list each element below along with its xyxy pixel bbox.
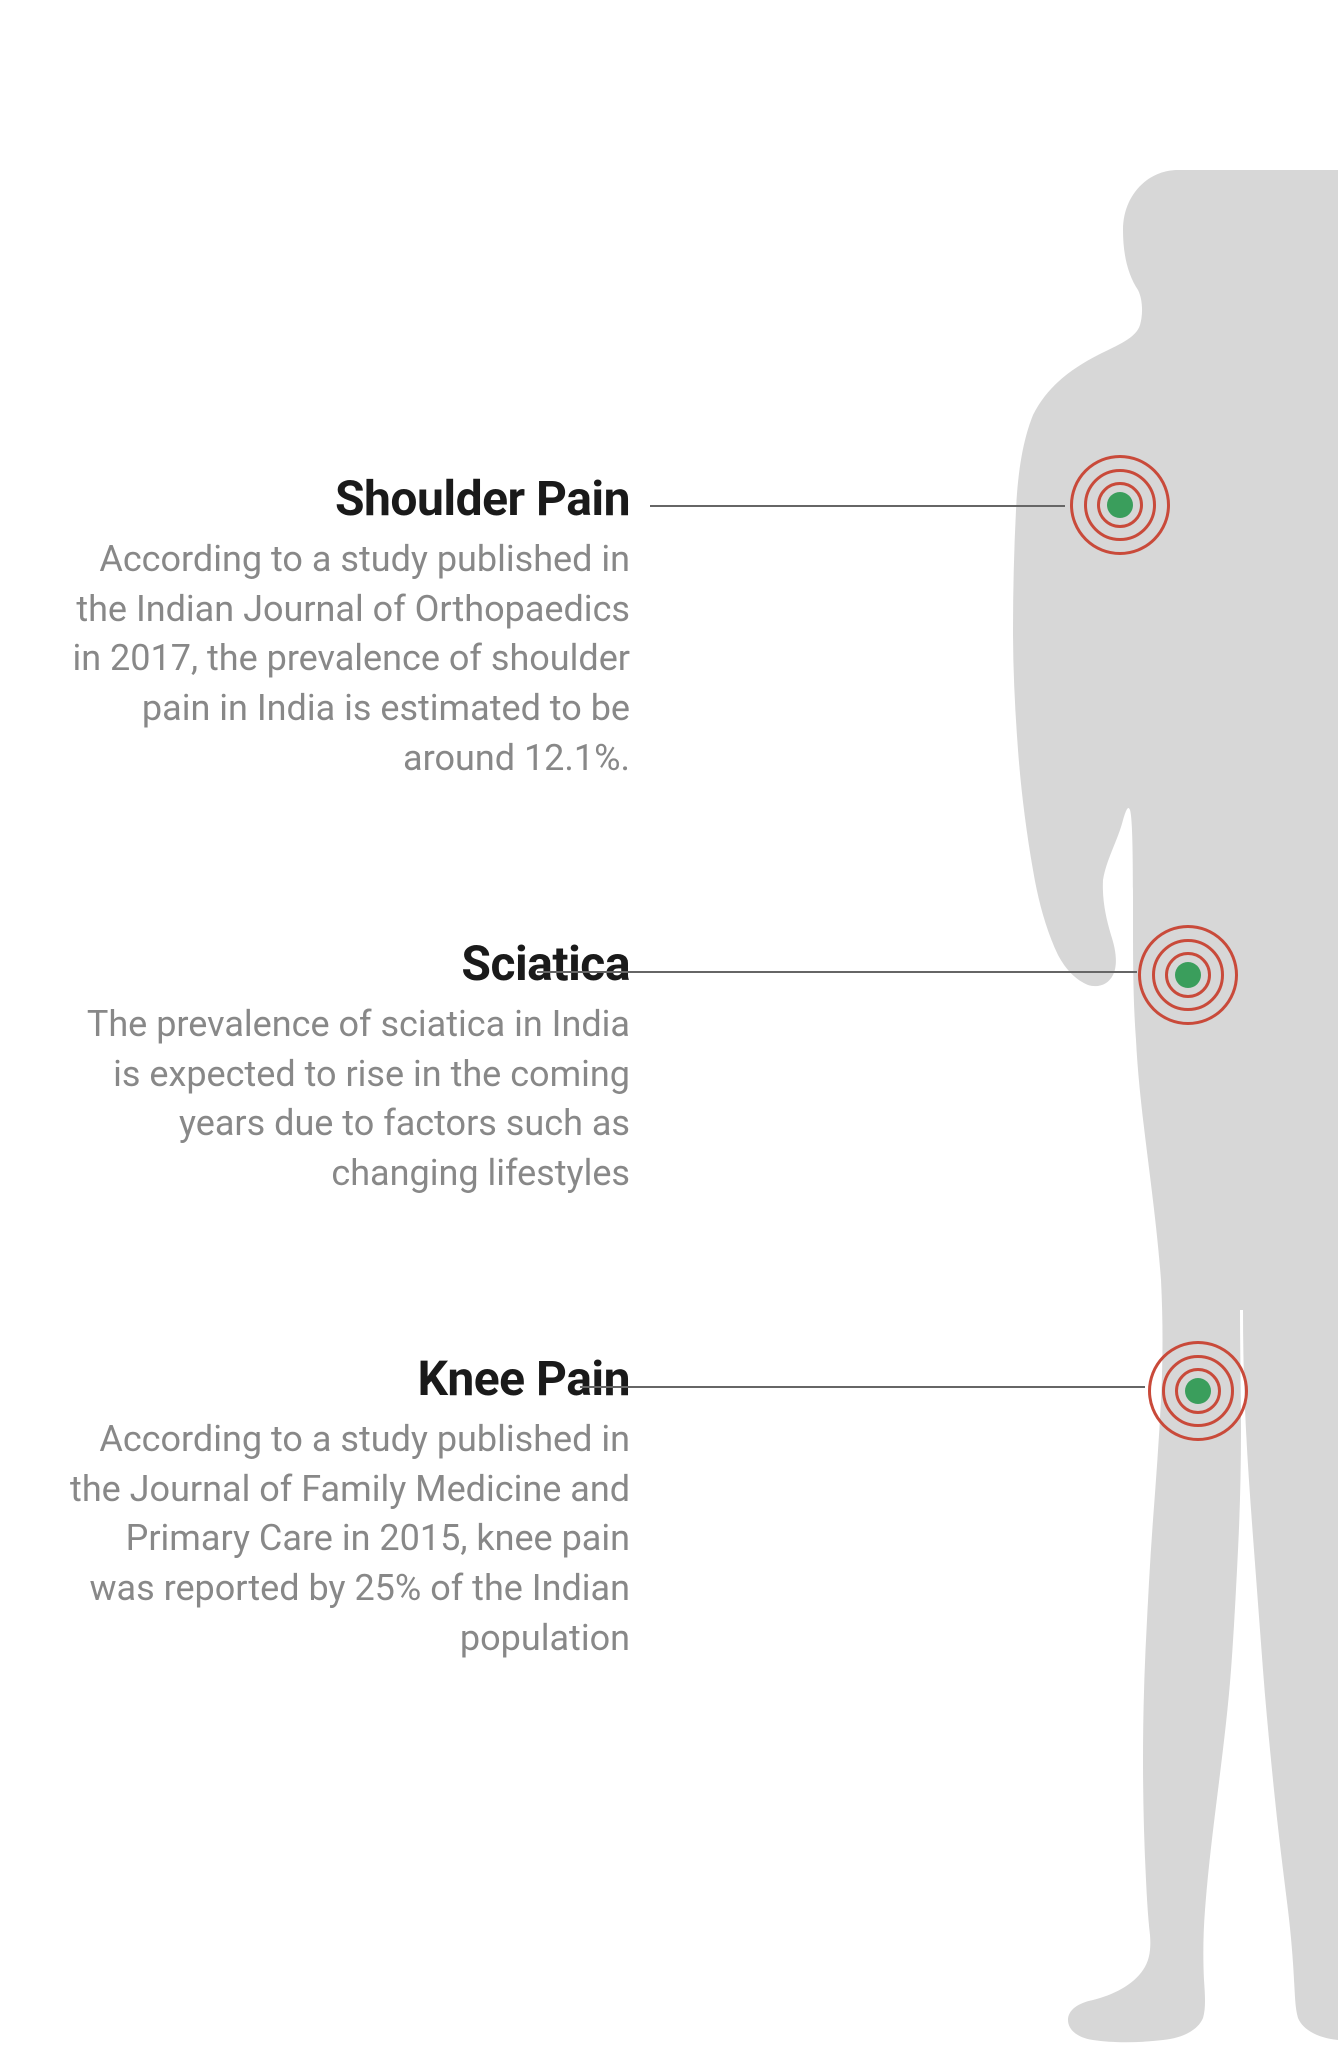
sciatica-description: The prevalence of sciatica in India is e…	[70, 1000, 630, 1199]
shoulder-pain-description: According to a study published in the In…	[70, 535, 630, 783]
shoulder-connector-line	[650, 505, 1065, 507]
sciatica-block: Sciatica The prevalence of sciatica in I…	[70, 935, 630, 1199]
shoulder-pain-marker	[1070, 455, 1170, 555]
knee-pain-marker	[1148, 1341, 1248, 1441]
shoulder-pain-block: Shoulder Pain According to a study publi…	[70, 470, 630, 783]
sciatica-pain-marker	[1138, 925, 1238, 1025]
knee-pain-title: Knee Pain	[70, 1350, 630, 1407]
sciatica-connector-line	[537, 971, 1137, 973]
sciatica-title: Sciatica	[70, 935, 630, 992]
knee-pain-block: Knee Pain According to a study published…	[70, 1350, 630, 1663]
human-body-silhouette	[918, 170, 1338, 2050]
knee-pain-description: According to a study published in the Jo…	[70, 1415, 630, 1663]
shoulder-pain-title: Shoulder Pain	[70, 470, 630, 527]
knee-connector-line	[580, 1386, 1145, 1388]
